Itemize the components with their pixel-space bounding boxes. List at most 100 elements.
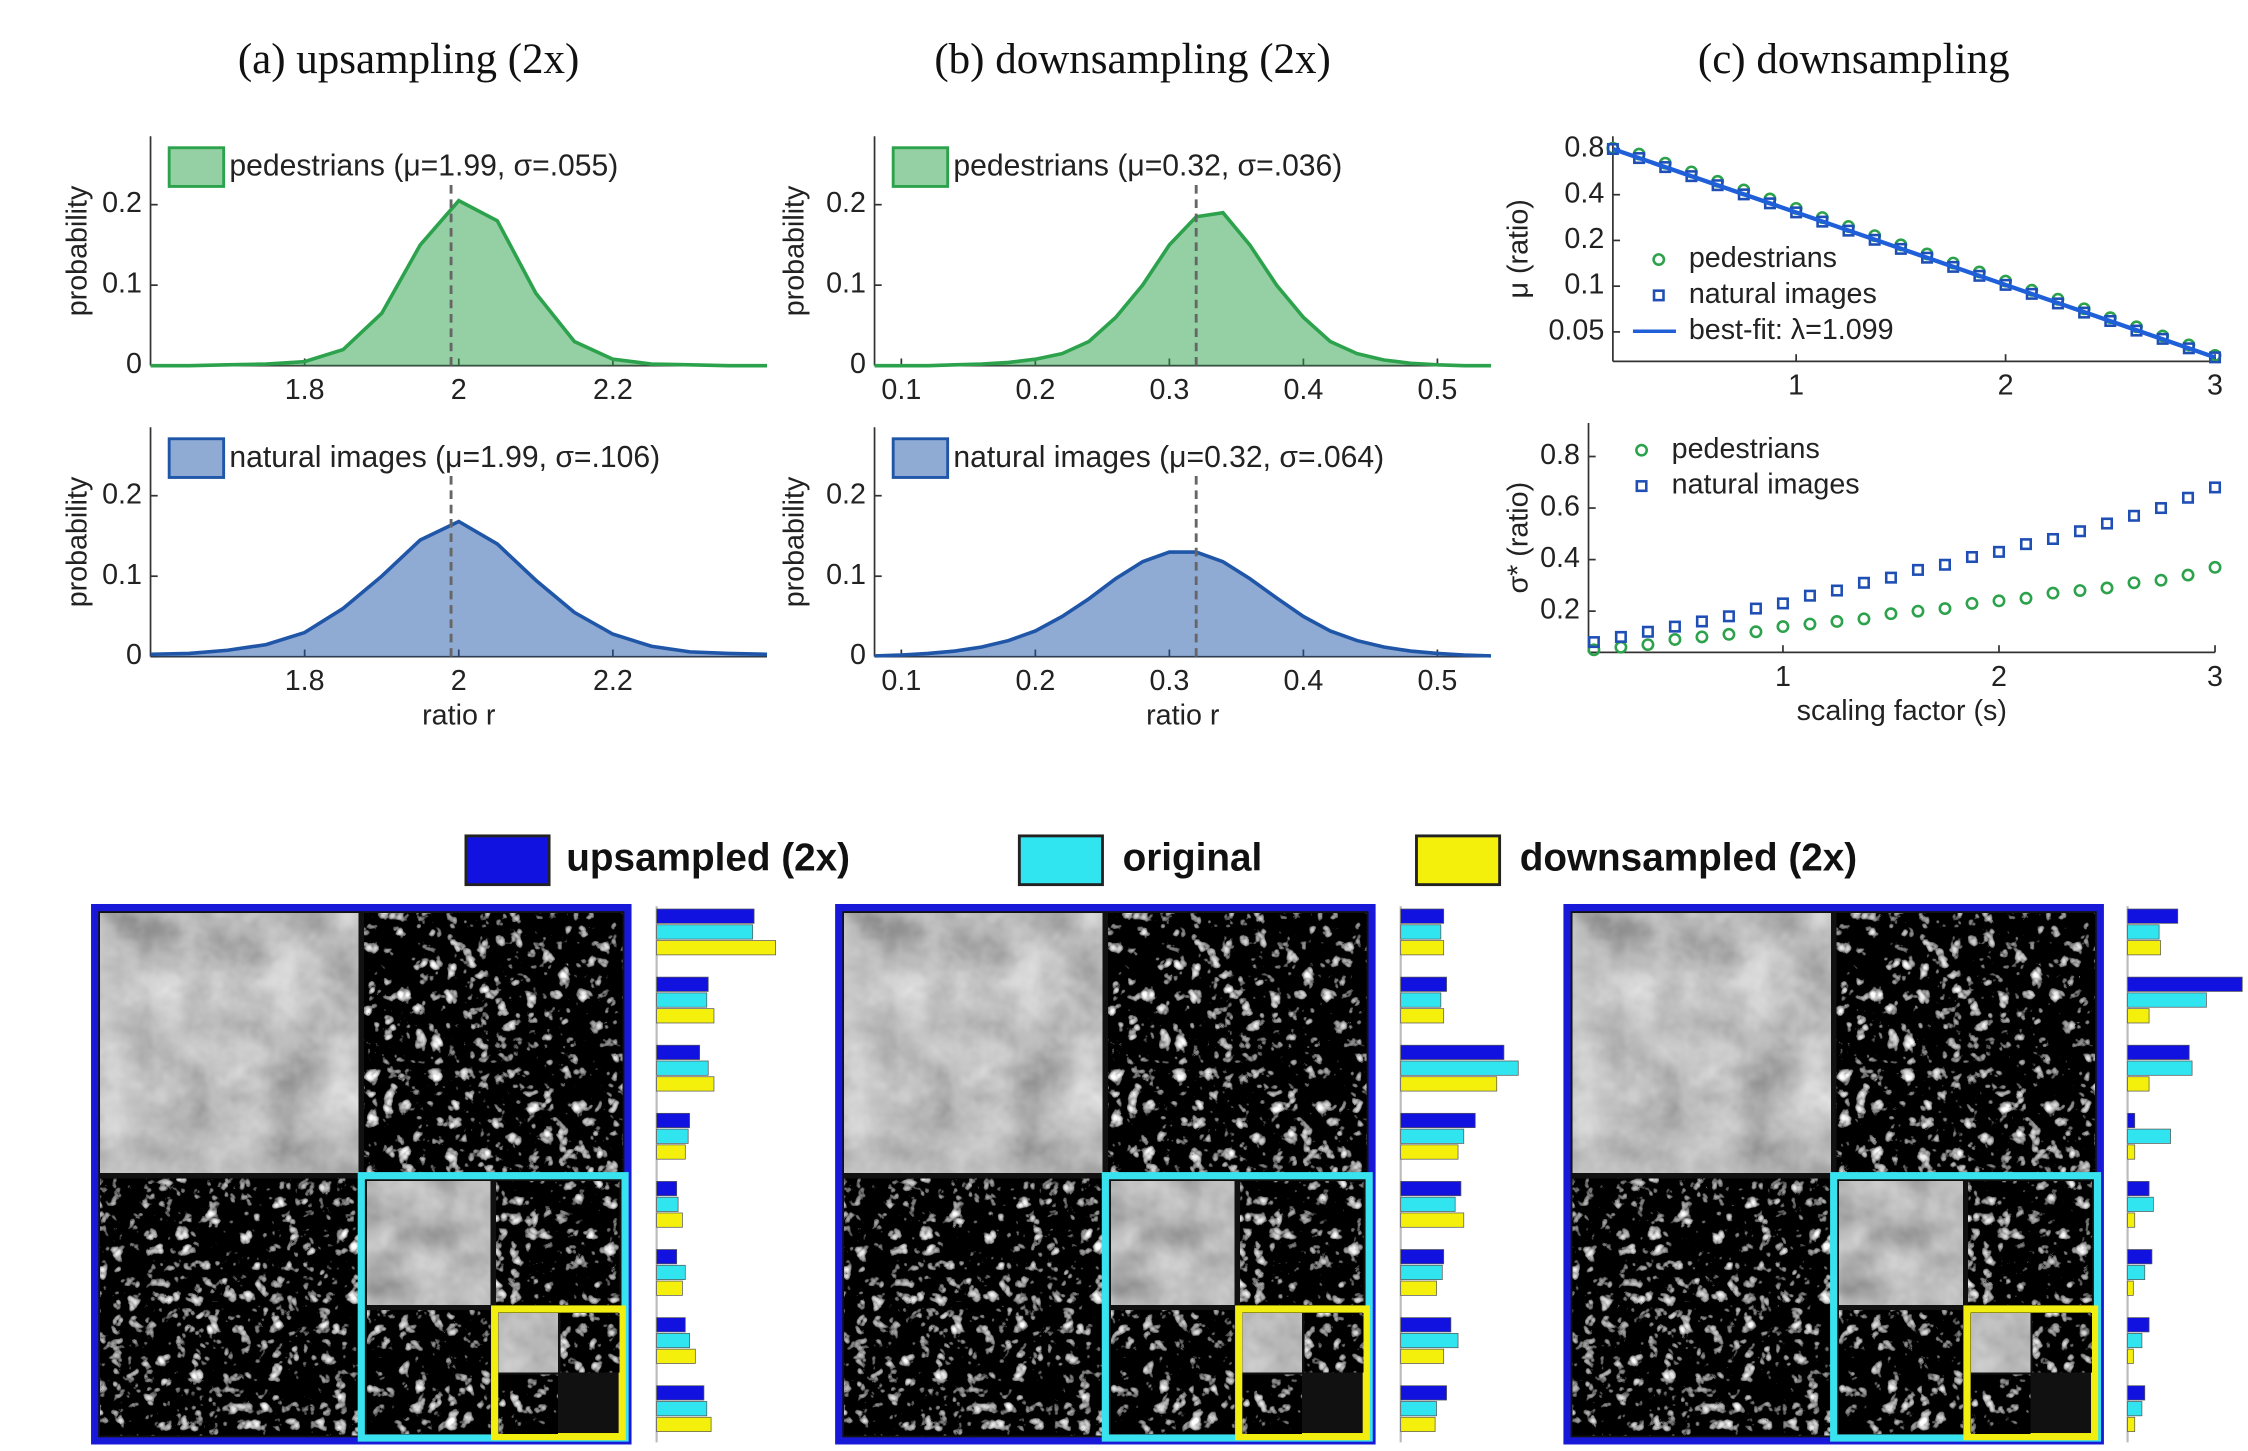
x-tick-label: 0.1 [881,374,921,406]
y-tick-label: 0.2 [102,478,142,510]
point [1803,617,1817,631]
bar [656,908,755,924]
bar [1400,908,1445,924]
y-axis-label: probability [778,476,810,607]
legend-swatch [891,437,950,479]
bar [1400,1249,1445,1265]
point [1830,584,1843,597]
bar [656,1317,686,1333]
point [2019,538,2033,551]
point [2154,573,2168,587]
legend-label: pedestrians [1672,433,1820,465]
bar [2127,1008,2150,1024]
bar [1400,1317,1452,1333]
bar [656,924,754,940]
legend-label: pedestrians (μ=0.32, σ=.036) [953,150,1342,183]
bar [656,1076,715,1092]
legend-swatch [891,146,950,188]
point [1992,594,2006,608]
point [1911,604,1925,618]
bar [656,1264,686,1280]
bar [656,1280,683,1296]
point [1641,625,1654,638]
y-axis-label: probability [778,185,810,316]
point [2100,581,2114,595]
bar [2127,924,2160,940]
bar [2127,1196,2154,1212]
y-tick-label: 0.6 [1540,491,1580,523]
x-axis-label: ratio r [422,699,496,731]
y-tick-label: 0.2 [1540,594,1580,626]
legend-label: natural images [1689,278,1877,310]
bar [1400,992,1442,1008]
x-axis-label: scaling factor (s) [1797,695,2007,727]
bar [656,1181,678,1197]
bar [2127,940,2161,956]
point [1803,589,1816,602]
bar [2127,1385,2146,1401]
x-tick-label: 3 [2207,370,2223,402]
bar [1400,1008,1445,1024]
point [1722,627,1736,641]
bar [656,1112,690,1129]
y-tick-label: 0.2 [826,187,866,219]
point [1938,558,1951,571]
y-tick-label: 0.1 [1564,269,1604,301]
y-tick-label: 0.1 [826,268,866,300]
y-tick-label: 0.2 [826,478,866,510]
panel-title: (b) downsampling (2x) [934,36,1331,83]
point [2127,509,2141,522]
point [1938,602,1952,616]
bar [656,1416,712,1432]
point [2073,525,2087,538]
point [2181,491,2195,504]
bar [1400,1060,1519,1076]
bar [656,1333,690,1349]
x-tick-label: 2 [1991,661,2007,693]
bar [1400,1212,1465,1228]
x-tick-label: 1.8 [285,374,325,406]
legend-swatch [1652,289,1665,302]
bar [2127,976,2243,992]
bar [1400,1264,1443,1280]
fit-line [1612,146,2216,360]
x-tick-label: 2 [1998,370,2014,402]
y-tick-label: 0.1 [102,268,142,300]
point [2208,560,2222,574]
x-tick-label: 1.8 [285,665,325,697]
point [1884,571,1897,584]
bar [1400,1112,1476,1129]
x-tick-label: 0.3 [1149,374,1189,406]
panel-title: (c) downsampling [1698,36,2010,83]
bar [656,1385,705,1401]
legend-swatch [167,146,226,188]
y-tick-label: 0 [850,639,866,671]
legend-label: pedestrians (μ=1.99, σ=.055) [229,150,618,183]
bar [2127,992,2207,1008]
bar [2127,1076,2150,1092]
point [1587,636,1600,649]
point [1965,596,1979,610]
point [1695,615,1708,628]
legend-label: pedestrians [1689,242,1837,274]
bar [656,1196,679,1212]
point [2127,576,2141,590]
bar [656,976,709,992]
image-pyramid [1567,908,2100,1441]
bar [656,1348,696,1364]
point [1911,563,1924,576]
point [1749,602,1762,615]
y-tick-label: 0 [850,348,866,380]
point [1857,576,1870,589]
bar [656,1060,709,1076]
y-tick-label: 0.1 [826,559,866,591]
bar [2127,1249,2153,1265]
x-tick-label: 0.4 [1283,665,1323,697]
y-axis-label: probability [61,476,93,607]
bar [2127,1317,2150,1333]
point [1776,597,1789,610]
bar [1400,1348,1445,1364]
point [2154,502,2168,515]
y-tick-label: 0.1 [102,559,142,591]
image-pyramid [95,908,628,1441]
